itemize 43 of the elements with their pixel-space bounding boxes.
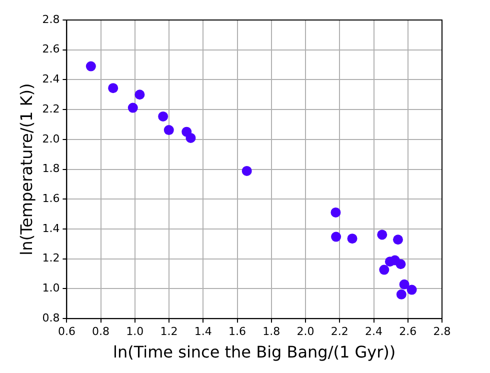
point <box>330 207 341 218</box>
x-tick-label: 2.2 <box>330 325 348 338</box>
x-tick-label: 2.0 <box>296 325 314 338</box>
y-tick-label: 2.4 <box>42 72 60 86</box>
x-tick-label: 0.8 <box>92 325 110 338</box>
x-tick-label: 1.4 <box>194 325 212 338</box>
point <box>406 284 417 295</box>
y-tick-label: 1.4 <box>42 222 60 235</box>
x-tick-label: 1.0 <box>126 325 144 338</box>
point <box>392 234 403 245</box>
point <box>379 264 390 275</box>
x-tick-label: 1.8 <box>262 325 280 338</box>
y-tick-label: 1.2 <box>42 252 60 265</box>
point <box>86 61 96 72</box>
point <box>399 279 410 290</box>
y-tick-label: 1.0 <box>42 282 60 295</box>
point <box>396 289 406 300</box>
x-axis-title: ln(Time since the Big Bang/(1 Gyr)) <box>113 342 396 362</box>
y-tick-label: 2.0 <box>42 132 60 146</box>
point <box>158 111 168 122</box>
x-tick-label: 2.4 <box>365 325 383 338</box>
point <box>128 102 138 113</box>
y-tick-label: 1.6 <box>42 192 60 206</box>
point <box>331 232 342 242</box>
x-tick-label: 1.2 <box>160 325 178 338</box>
point <box>396 259 406 270</box>
point <box>347 234 358 244</box>
y-tick-label: 2.8 <box>42 12 60 26</box>
point <box>164 125 174 136</box>
x-tick-label: 2.6 <box>399 325 417 338</box>
point <box>108 83 118 94</box>
point <box>242 166 252 176</box>
y-tick-label: 0.8 <box>42 311 60 324</box>
x-tick-label: 2.8 <box>433 325 451 338</box>
point <box>377 230 388 240</box>
y-axis-title: ln(Temperature/(1 K)) <box>16 83 36 256</box>
x-tick-label: 0.6 <box>58 325 76 338</box>
y-tick-label: 2.2 <box>42 102 60 116</box>
y-tick-label: 2.6 <box>42 42 60 56</box>
x-tick-label: 1.6 <box>228 325 246 338</box>
point <box>186 132 196 143</box>
y-tick-label: 1.8 <box>42 162 60 176</box>
point <box>134 90 145 100</box>
